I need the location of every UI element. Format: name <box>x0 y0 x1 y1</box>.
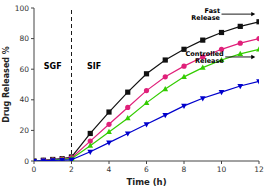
annotation-line: Release <box>191 14 220 22</box>
point <box>106 129 112 134</box>
plot-area <box>34 8 259 161</box>
point <box>200 38 205 43</box>
series <box>34 155 74 161</box>
annotation: SGF <box>44 62 62 71</box>
y-tick <box>31 161 34 162</box>
x-tick-label: 12 <box>254 165 264 174</box>
annotation-arrowhead <box>251 55 255 59</box>
annotation-arrowhead <box>251 12 255 16</box>
series <box>69 36 259 161</box>
annotation: ControlledRelease <box>186 50 225 65</box>
y-tick <box>31 38 34 39</box>
x-tick <box>259 161 260 164</box>
annotation-arrow <box>225 56 252 57</box>
y-axis-line <box>34 8 35 161</box>
point <box>144 122 150 127</box>
point <box>200 65 206 70</box>
point <box>87 150 93 155</box>
y-tick-label: 100 <box>15 4 30 13</box>
point <box>237 84 243 89</box>
y-tick-label: 80 <box>19 34 29 43</box>
series <box>34 155 74 161</box>
point <box>237 51 243 56</box>
series <box>69 19 259 160</box>
annotation: SIF <box>87 62 101 71</box>
x-tick <box>184 161 185 164</box>
point <box>238 41 243 46</box>
point <box>181 64 186 69</box>
y-tick <box>31 99 34 100</box>
point <box>106 109 111 114</box>
point <box>200 96 206 101</box>
chart: 0 2 4 6 8 10 12 0 20 40 60 80 100 Time (h) Drug Releas… <box>0 0 267 189</box>
annotation-line: SIF <box>87 62 101 71</box>
point <box>88 131 93 136</box>
x-tick <box>146 161 147 164</box>
x-tick <box>71 161 72 164</box>
series-line <box>72 39 260 158</box>
x-tick-label: 4 <box>107 165 112 174</box>
point <box>125 115 131 120</box>
series-line <box>72 49 260 158</box>
point <box>238 24 243 29</box>
point <box>256 46 259 51</box>
point <box>256 36 259 41</box>
point <box>181 104 187 109</box>
point <box>162 86 168 91</box>
x-tick-label: 2 <box>69 165 74 174</box>
point <box>106 141 112 146</box>
point <box>219 30 224 35</box>
point <box>41 159 47 161</box>
point <box>144 71 149 76</box>
point <box>125 105 130 110</box>
y-tick-label: 0 <box>24 157 29 166</box>
point <box>59 158 65 161</box>
y-axis-label: Drug Released % <box>2 46 11 123</box>
point <box>34 159 37 161</box>
point <box>163 74 168 79</box>
annotation-line: Release <box>195 57 224 65</box>
y-tick <box>31 69 34 70</box>
point <box>163 57 168 62</box>
x-axis-label: Time (h) <box>126 177 166 187</box>
point <box>50 158 56 161</box>
point <box>256 79 259 84</box>
point <box>106 122 111 127</box>
point <box>69 158 75 161</box>
point <box>181 74 187 79</box>
point <box>144 100 150 105</box>
x-tick-label: 8 <box>182 165 187 174</box>
point <box>125 131 131 136</box>
series-line <box>72 81 260 159</box>
series <box>69 79 259 161</box>
x-tick <box>221 161 222 164</box>
x-tick-label: 0 <box>32 165 37 174</box>
y-tick-label: 60 <box>19 65 29 74</box>
point <box>87 143 93 148</box>
reference-line <box>71 8 72 161</box>
annotation-arrow <box>222 14 253 15</box>
annotation: FastRelease <box>191 7 220 22</box>
point <box>162 113 168 118</box>
x-tick <box>109 161 110 164</box>
point <box>125 90 130 95</box>
point <box>41 158 46 161</box>
y-tick <box>31 8 34 9</box>
y-tick-label: 20 <box>19 126 29 135</box>
annotation-line: SGF <box>44 62 62 71</box>
x-tick-label: 6 <box>144 165 149 174</box>
y-tick-label: 40 <box>19 95 29 104</box>
series <box>69 46 259 161</box>
point <box>144 88 149 93</box>
series <box>34 156 74 161</box>
series <box>34 158 74 161</box>
y-tick <box>31 130 34 131</box>
x-tick-label: 10 <box>217 165 227 174</box>
point <box>219 90 225 95</box>
point <box>41 158 46 161</box>
point <box>256 19 259 24</box>
